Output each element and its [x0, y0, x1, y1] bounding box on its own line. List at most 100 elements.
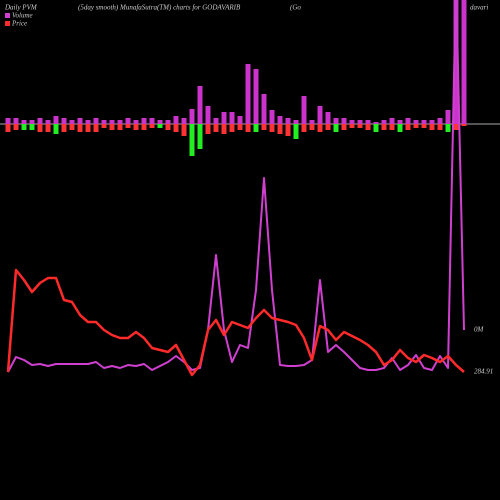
change-bar	[373, 124, 379, 132]
change-bar	[45, 124, 51, 132]
volume-bar	[117, 120, 123, 124]
change-bar	[341, 124, 347, 130]
change-bar	[133, 124, 139, 130]
legend-swatch	[5, 21, 10, 26]
change-bar	[389, 124, 395, 130]
volume-bar	[309, 120, 315, 124]
volume-bar	[85, 120, 91, 124]
volume-bar	[245, 64, 251, 124]
volume-bar	[349, 120, 355, 124]
change-bar	[293, 124, 299, 139]
change-bar	[189, 124, 195, 156]
volume-bar	[421, 120, 427, 124]
volume-bar	[229, 112, 235, 124]
chart-title: Daily PVM	[4, 4, 38, 12]
change-bar	[77, 124, 83, 132]
change-bar	[285, 124, 291, 136]
volume-bar	[181, 118, 187, 124]
change-bar	[309, 124, 315, 130]
volume-bar	[341, 118, 347, 124]
volume-bar	[293, 120, 299, 124]
volume-bar	[253, 69, 259, 124]
change-bar	[21, 124, 27, 130]
volume-bar	[173, 116, 179, 124]
change-bar	[109, 124, 115, 130]
price-label: 284.91	[474, 368, 493, 376]
legend-label: Volume	[12, 12, 33, 20]
change-bar	[405, 124, 411, 130]
chart-title: davari	[470, 4, 488, 12]
change-bar	[453, 124, 459, 130]
change-bar	[357, 124, 363, 128]
volume-bar	[317, 106, 323, 124]
change-bar	[325, 124, 331, 130]
volume-bar	[285, 118, 291, 124]
change-bar	[213, 124, 219, 132]
legend-label: Price	[11, 20, 27, 28]
change-bar	[445, 124, 451, 132]
volume-bar	[325, 112, 331, 124]
change-bar	[317, 124, 323, 132]
volume-bar	[109, 120, 115, 124]
volume-bar	[197, 86, 203, 124]
change-bar	[349, 124, 355, 128]
volume-bar	[53, 116, 59, 124]
change-bar	[221, 124, 227, 134]
volume-bar	[413, 120, 419, 124]
volume-bar	[461, 0, 467, 124]
change-bar	[181, 124, 187, 136]
line	[6, 268, 465, 377]
change-bar	[205, 124, 211, 134]
volume-bar	[365, 120, 371, 124]
change-bar	[381, 124, 387, 130]
volume-bar	[213, 118, 219, 124]
volume-bar	[205, 106, 211, 124]
change-bar	[421, 124, 427, 128]
volume-bar	[269, 110, 275, 124]
volume-bar	[373, 122, 379, 124]
change-bar	[301, 124, 307, 132]
legend-swatch	[5, 13, 10, 18]
volume-bar	[125, 118, 131, 124]
change-bar	[37, 124, 43, 132]
change-bar	[13, 124, 19, 130]
volume-bar	[237, 116, 243, 124]
change-bar	[61, 124, 67, 132]
change-bar	[277, 124, 283, 134]
change-bar	[197, 124, 203, 149]
change-bar	[397, 124, 403, 132]
volume-bar	[381, 120, 387, 124]
volume-bar	[101, 120, 107, 124]
volume-bar	[13, 118, 19, 124]
change-bar	[237, 124, 243, 130]
change-bar	[125, 124, 131, 128]
volume-bar	[397, 120, 403, 124]
volume-bar	[133, 120, 139, 124]
volume-bar	[189, 109, 195, 124]
volume-bar	[69, 120, 75, 124]
chart-title: (Go	[290, 4, 301, 12]
volume-label: 0M	[474, 326, 485, 334]
change-bar	[101, 124, 107, 128]
volume-bar	[301, 96, 307, 124]
volume-bar	[149, 118, 155, 124]
change-bar	[365, 124, 371, 130]
change-bar	[53, 124, 59, 134]
change-bar	[29, 124, 35, 130]
volume-bar	[405, 118, 411, 124]
change-bar	[429, 124, 435, 130]
volume-bar	[93, 118, 99, 124]
change-bar	[269, 124, 275, 132]
volume-bar	[453, 0, 459, 124]
change-bar	[149, 124, 155, 128]
change-bar	[141, 124, 147, 130]
volume-bar	[261, 94, 267, 124]
volume-bar	[29, 120, 35, 124]
change-bar	[413, 124, 419, 128]
volume-bar	[61, 118, 67, 124]
volume-bar	[45, 120, 51, 124]
change-bar	[5, 124, 11, 132]
change-bar	[93, 124, 99, 132]
